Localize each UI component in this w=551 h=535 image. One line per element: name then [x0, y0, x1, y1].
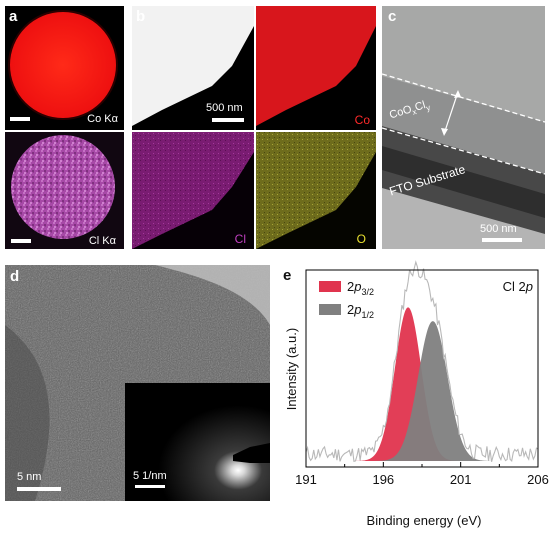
co-map-label-b: Co [354, 113, 370, 127]
legend-swatch-2p12 [319, 304, 341, 315]
peak-2p32 [346, 307, 470, 461]
scale-bar-label: 5 nm [17, 471, 42, 483]
cross-section-sem [382, 6, 545, 249]
x-tick-label: 206 [527, 472, 549, 487]
scale-bar-label: 500 nm [480, 223, 517, 235]
panel-b-o: O [256, 132, 376, 249]
panel-b-haadf: b 500 nm [132, 6, 254, 130]
legend-swatch-2p32 [319, 281, 341, 292]
scale-bar [10, 117, 30, 121]
xps-plot-area [305, 260, 539, 463]
scale-bar [212, 118, 244, 122]
panel-b-co: Co [256, 6, 376, 130]
panel-label-e: e [283, 267, 292, 284]
x-tick-label: 196 [372, 472, 394, 487]
x-tick-label: 191 [295, 472, 317, 487]
cl-map-image-b [132, 132, 254, 249]
panel-label-b: b [136, 8, 146, 25]
chart-title: Cl 2p [503, 279, 533, 294]
x-ticks: 191 196 201 206 [295, 462, 549, 487]
haadf-image [132, 6, 254, 126]
panel-label-a: a [9, 8, 18, 25]
raw-spectrum-line [305, 260, 539, 463]
co-map-label: Co Kα [87, 113, 118, 125]
scale-bar [482, 238, 522, 242]
cl-map-label-b: Cl [234, 232, 246, 246]
legend-2p12-italic: p [353, 302, 361, 317]
inset-scale-bar [135, 485, 165, 488]
co-map-image-b [256, 6, 376, 126]
x-axis-label: Binding energy (eV) [367, 513, 482, 528]
legend-label-2p12: 2p1/2 [347, 302, 374, 320]
chart-title-main: Cl 2 [503, 279, 526, 294]
inset-scale-bar-label: 5 1/nm [133, 470, 167, 482]
co-particle [10, 12, 116, 118]
peak-2p12 [370, 321, 494, 461]
panel-a-cl: Cl Kα [5, 132, 124, 249]
legend: 2p3/2 2p1/2 [319, 279, 374, 320]
legend-2p12-main: 2 [347, 302, 354, 317]
y-axis-label: Intensity (a.u.) [284, 328, 299, 410]
panel-label-d: d [10, 268, 20, 285]
cl-particle [11, 135, 115, 239]
plot-frame [305, 269, 539, 468]
o-map-label-b: O [356, 232, 366, 246]
panel-c: c CoOxCly FTO Substrate 500 nm [382, 6, 545, 249]
co-map-image [8, 10, 118, 120]
saed-pattern [125, 383, 270, 501]
cl-map-image [11, 135, 115, 239]
scale-bar-label: 500 nm [206, 102, 243, 114]
o-map-image-b [256, 132, 376, 249]
panel-b-cl: Cl [132, 132, 254, 249]
panel-a: a Co Kα [5, 6, 124, 130]
legend-2p32-italic: p [353, 279, 361, 294]
panel-label-c: c [388, 8, 397, 25]
legend-2p12-sub: 1/2 [361, 310, 374, 320]
legend-label-2p32: 2p3/2 [347, 279, 374, 297]
x-tick-label: 201 [450, 472, 472, 487]
legend-2p32-main: 2 [347, 279, 354, 294]
legend-2p32-sub: 3/2 [361, 287, 374, 297]
scale-bar [11, 239, 31, 243]
chart-title-italic: p [525, 279, 533, 294]
scale-bar [17, 487, 61, 491]
panel-d: d 5 nm 5 1/nm [5, 265, 270, 501]
cl-map-label: Cl Kα [88, 235, 116, 247]
saed-inset: 5 1/nm [125, 383, 270, 501]
